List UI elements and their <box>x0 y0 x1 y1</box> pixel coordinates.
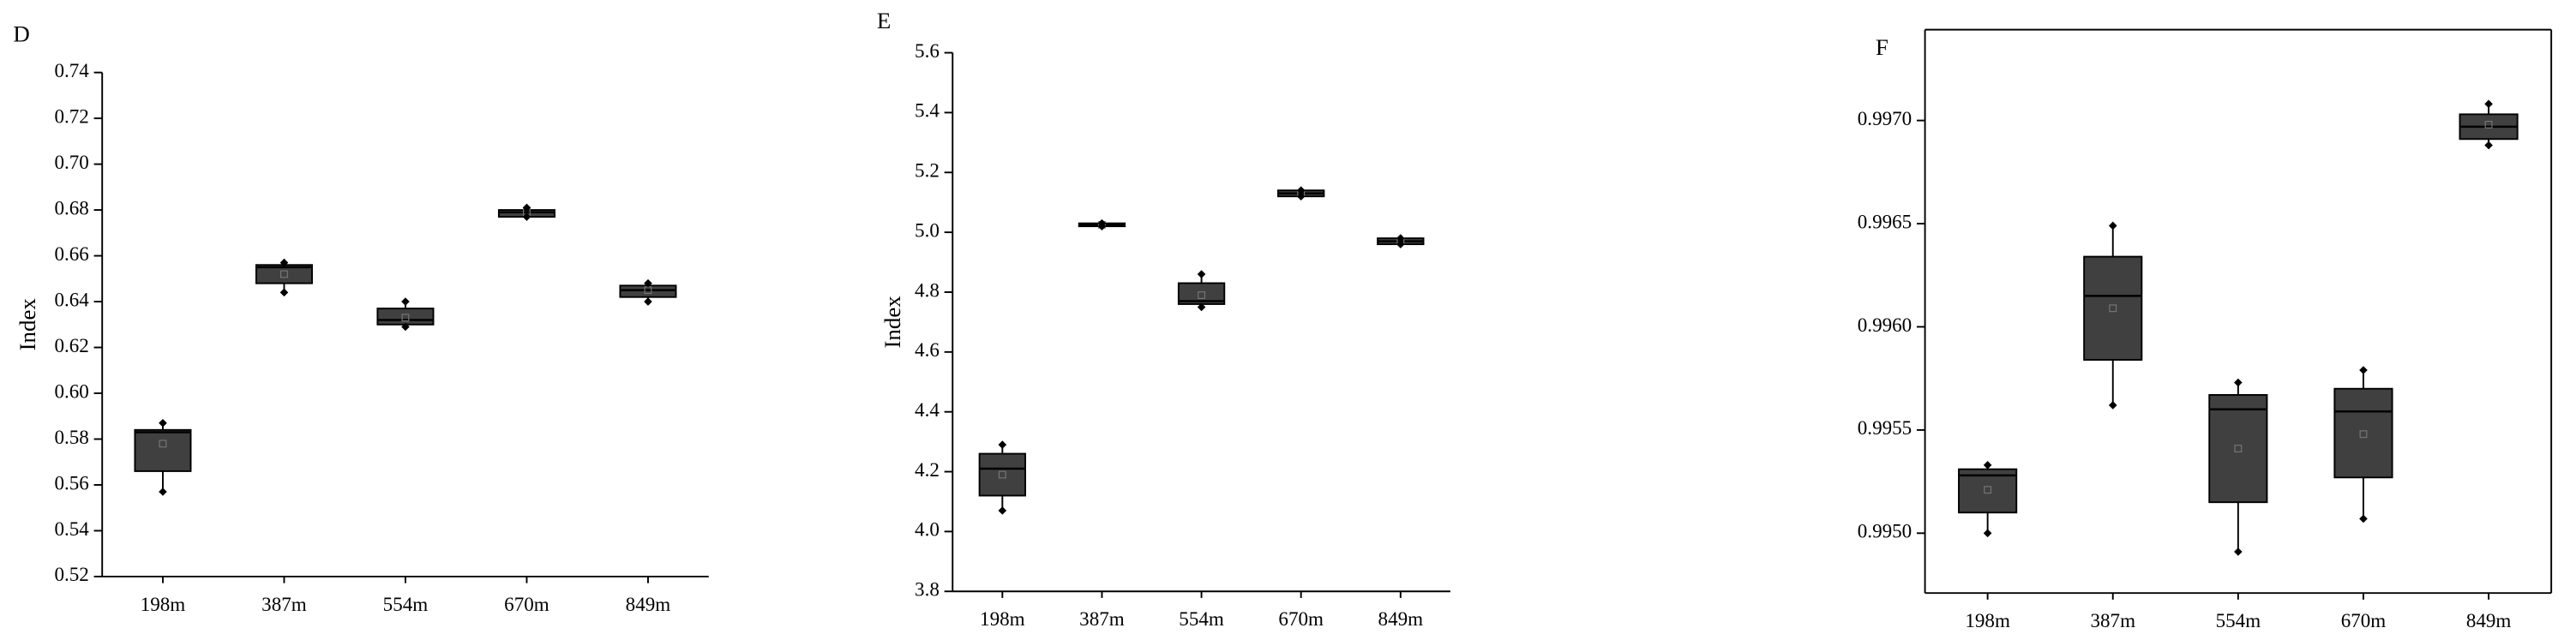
whisker-end <box>1197 302 1206 312</box>
y-tick-label: 0.9955 <box>1858 416 1912 439</box>
whisker-end <box>2359 366 2368 374</box>
whisker-end <box>998 506 1007 515</box>
y-tick-label: 0.72 <box>54 105 88 127</box>
y-tick-label: 4.0 <box>915 518 940 541</box>
mean-marker <box>1198 291 1205 299</box>
x-tick-label: 387m <box>2090 609 2135 631</box>
x-tick-label: 387m <box>1079 607 1125 630</box>
y-tick-label: 0.54 <box>54 517 89 540</box>
whisker-end <box>159 418 167 428</box>
box <box>2208 393 2268 504</box>
whisker-end <box>2234 378 2243 387</box>
x-tick-label: 670m <box>2341 609 2387 631</box>
y-tick-label: 0.74 <box>54 59 89 81</box>
box <box>2083 255 2143 361</box>
panel-title: F <box>1876 34 1888 60</box>
y-tick-label: 4.8 <box>915 278 940 301</box>
y-tick-label: 0.66 <box>54 242 88 265</box>
y-tick-label: 5.4 <box>915 99 940 122</box>
y-tick-label: 4.6 <box>915 338 940 361</box>
y-tick-label: 0.58 <box>54 426 88 448</box>
y-tick-label: 0.62 <box>54 334 88 356</box>
y-tick-label: 0.9970 <box>1858 107 1912 129</box>
box <box>2333 387 2393 479</box>
box <box>376 308 435 326</box>
panel-title: D <box>13 21 29 47</box>
whisker-end <box>2234 547 2243 556</box>
y-axis-label: Index <box>15 298 40 351</box>
x-tick-label: 849m <box>1378 607 1424 630</box>
mean-marker <box>280 270 288 278</box>
y-tick-label: 0.56 <box>54 471 88 493</box>
mean-marker <box>2234 445 2243 452</box>
x-tick-label: 670m <box>1278 607 1324 630</box>
y-tick-label: 5.6 <box>915 39 940 62</box>
y-tick-label: 0.60 <box>54 380 88 402</box>
panel-title: E <box>877 8 891 33</box>
whisker-end <box>1983 461 1992 470</box>
x-tick-label: 387m <box>261 593 307 615</box>
y-tick-label: 5.0 <box>915 218 940 241</box>
whisker-end <box>159 487 167 496</box>
y-tick-label: 3.8 <box>915 578 940 601</box>
x-tick-label: 554m <box>1179 607 1224 630</box>
y-tick-label: 0.64 <box>54 288 89 310</box>
x-tick-label: 554m <box>383 593 429 615</box>
y-tick-label: 0.9960 <box>1858 314 1912 336</box>
x-tick-label: 849m <box>626 593 671 615</box>
x-tick-label: 198m <box>141 593 186 615</box>
x-tick-label: 670m <box>504 593 549 615</box>
mean-marker <box>401 314 410 322</box>
box <box>978 452 1026 497</box>
whisker-end <box>279 288 289 297</box>
box <box>134 428 192 472</box>
mean-marker <box>159 440 167 448</box>
whisker-end <box>998 440 1007 449</box>
y-tick-label: 5.2 <box>915 159 940 182</box>
y-tick-label: 0.70 <box>54 151 88 173</box>
y-axis-label: Index <box>880 296 905 349</box>
y-tick-label: 0.52 <box>54 563 88 585</box>
y-tick-label: 4.2 <box>915 458 940 481</box>
mean-marker <box>2484 121 2493 129</box>
whisker-end <box>2108 221 2117 230</box>
whisker-end <box>644 278 652 288</box>
whisker-end <box>522 212 531 221</box>
x-tick-label: 554m <box>2216 609 2261 631</box>
whisker-end <box>2108 401 2117 410</box>
y-tick-label: 0.9965 <box>1858 210 1912 232</box>
whisker-end <box>2484 141 2493 150</box>
y-tick-label: 0.68 <box>54 196 88 218</box>
mean-marker <box>2359 430 2368 439</box>
whisker-end <box>644 297 652 306</box>
x-tick-label: 198m <box>1965 609 2010 631</box>
whisker-end <box>2484 99 2493 109</box>
x-tick-label: 198m <box>980 607 1025 630</box>
whisker-end <box>401 297 410 306</box>
mean-marker <box>1984 486 1992 494</box>
mean-marker <box>998 470 1006 479</box>
whisker-end <box>1983 529 1992 538</box>
whisker-end <box>1097 218 1107 228</box>
whisker-end <box>522 203 531 212</box>
whisker-end <box>1197 270 1206 278</box>
x-tick-label: 849m <box>2466 609 2512 631</box>
whisker-end <box>279 258 289 267</box>
y-tick-label: 4.4 <box>915 398 940 421</box>
mean-marker <box>2109 304 2117 313</box>
whisker-end <box>2359 514 2368 523</box>
y-tick-label: 0.9950 <box>1858 520 1912 542</box>
